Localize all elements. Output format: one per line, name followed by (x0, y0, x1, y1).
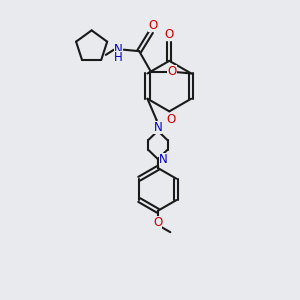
Text: N: N (154, 122, 162, 134)
Text: O: O (148, 19, 157, 32)
Text: H: H (114, 51, 123, 64)
Text: O: O (167, 65, 176, 79)
Text: O: O (153, 216, 163, 229)
Text: O: O (165, 28, 174, 41)
Text: N: N (114, 43, 123, 56)
Text: O: O (166, 113, 176, 126)
Text: N: N (159, 153, 168, 166)
